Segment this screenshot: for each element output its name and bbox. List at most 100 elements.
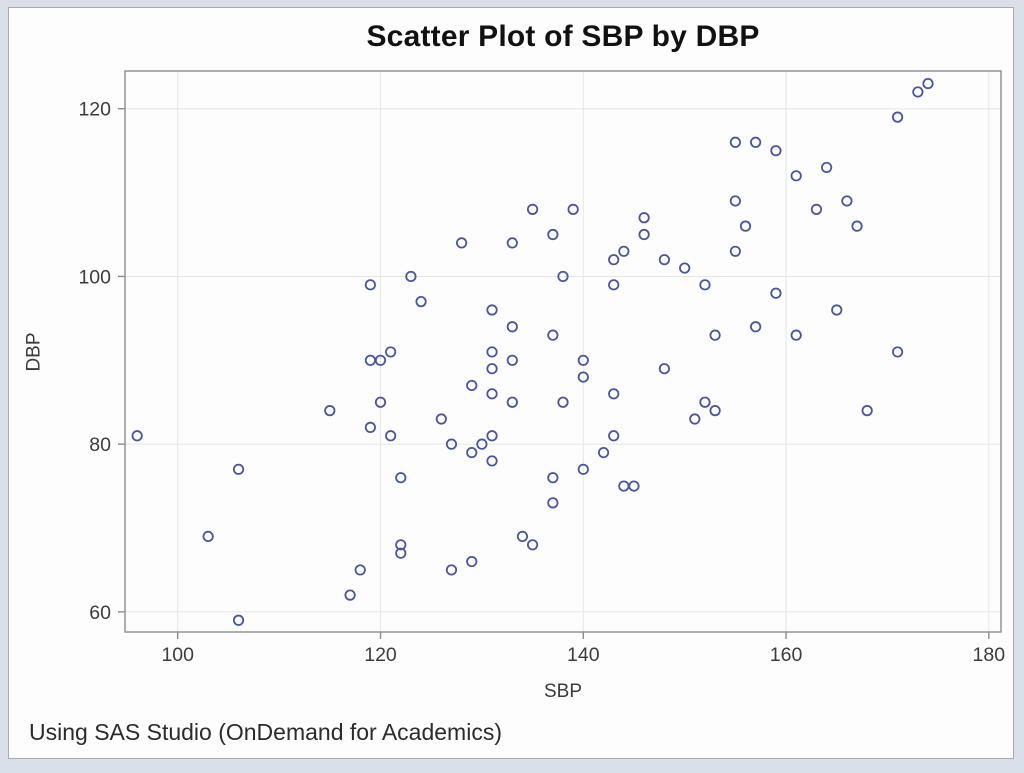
data-point bbox=[354, 564, 366, 576]
data-point bbox=[344, 589, 356, 601]
x-tick-label: 180 bbox=[973, 644, 1006, 666]
data-point bbox=[770, 287, 782, 299]
x-tick-label: 140 bbox=[567, 644, 600, 666]
data-point bbox=[364, 421, 376, 433]
data-point bbox=[445, 564, 458, 576]
data-point bbox=[547, 472, 559, 484]
data-point bbox=[608, 254, 620, 266]
data-point bbox=[729, 195, 741, 207]
data-point bbox=[608, 279, 620, 291]
data-point bbox=[750, 136, 762, 148]
data-point bbox=[567, 203, 579, 215]
data-point bbox=[891, 111, 904, 123]
data-point bbox=[790, 170, 802, 182]
data-point bbox=[912, 86, 924, 98]
data-point bbox=[658, 254, 670, 266]
data-point bbox=[577, 354, 589, 366]
data-point bbox=[841, 195, 853, 207]
data-point bbox=[374, 354, 387, 366]
data-point bbox=[709, 405, 721, 417]
data-point bbox=[547, 329, 559, 341]
data-point bbox=[466, 555, 478, 568]
x-tick-label: 160 bbox=[770, 644, 803, 666]
data-point bbox=[689, 413, 701, 425]
x-tick-label: 100 bbox=[161, 644, 194, 666]
data-point bbox=[486, 346, 498, 358]
data-point bbox=[628, 480, 640, 492]
data-point bbox=[395, 472, 407, 484]
data-point bbox=[739, 220, 752, 232]
data-point bbox=[750, 321, 762, 333]
data-point bbox=[506, 396, 518, 408]
data-point bbox=[202, 530, 214, 543]
data-point bbox=[729, 245, 741, 257]
data-point bbox=[658, 363, 670, 375]
data-point bbox=[232, 614, 245, 626]
y-tick-label: 100 bbox=[78, 266, 111, 288]
data-point bbox=[891, 346, 904, 358]
data-point bbox=[385, 346, 397, 358]
data-point bbox=[506, 354, 518, 366]
data-point bbox=[861, 405, 873, 417]
data-point bbox=[709, 329, 721, 341]
data-point bbox=[131, 430, 143, 442]
x-tick-label: 120 bbox=[364, 644, 397, 666]
data-point bbox=[415, 296, 427, 308]
data-point bbox=[435, 413, 447, 425]
data-point bbox=[364, 279, 376, 291]
data-point bbox=[526, 539, 539, 551]
y-axis-label: DBP bbox=[23, 332, 45, 372]
data-point bbox=[638, 228, 650, 241]
data-point bbox=[486, 304, 498, 316]
data-point bbox=[445, 438, 458, 450]
data-point bbox=[324, 405, 336, 417]
y-tick-label: 80 bbox=[89, 434, 111, 456]
data-point bbox=[385, 430, 397, 442]
data-point bbox=[851, 220, 863, 232]
data-point bbox=[476, 438, 488, 450]
data-point bbox=[638, 212, 650, 224]
data-point bbox=[810, 203, 823, 215]
data-point bbox=[770, 145, 782, 157]
data-point bbox=[597, 446, 610, 459]
data-point bbox=[699, 279, 711, 291]
data-point bbox=[608, 388, 620, 400]
data-point bbox=[364, 354, 376, 366]
footer-note: Using SAS Studio (OnDemand for Academics… bbox=[29, 719, 502, 745]
data-point bbox=[557, 396, 569, 408]
data-point bbox=[395, 547, 407, 559]
data-point bbox=[526, 203, 539, 215]
data-point bbox=[486, 455, 498, 467]
x-axis-label: SBP bbox=[543, 681, 583, 702]
data-point bbox=[577, 371, 589, 383]
data-point bbox=[395, 539, 407, 551]
data-point bbox=[232, 463, 245, 475]
y-tick-label: 60 bbox=[89, 602, 111, 624]
data-point bbox=[679, 262, 691, 274]
data-point bbox=[466, 379, 478, 392]
data-point bbox=[486, 388, 498, 400]
data-point bbox=[821, 161, 833, 174]
data-point bbox=[618, 480, 630, 492]
chart-title: Scatter Plot of SBP by DBP bbox=[366, 20, 760, 53]
data-point bbox=[506, 321, 518, 333]
data-point bbox=[405, 270, 417, 283]
data-point bbox=[486, 363, 498, 375]
data-point bbox=[557, 270, 569, 283]
data-point bbox=[516, 530, 529, 543]
data-point bbox=[922, 77, 934, 90]
data-point bbox=[618, 245, 630, 257]
data-point bbox=[831, 304, 843, 316]
data-point bbox=[699, 396, 711, 408]
data-point bbox=[608, 430, 620, 442]
data-point bbox=[456, 237, 468, 249]
y-tick-label: 120 bbox=[78, 99, 111, 121]
plot-frame bbox=[124, 70, 1002, 633]
data-point bbox=[547, 497, 559, 509]
data-point bbox=[729, 136, 741, 148]
results-card bbox=[8, 7, 1014, 759]
data-point bbox=[374, 396, 387, 408]
data-point bbox=[466, 446, 478, 459]
